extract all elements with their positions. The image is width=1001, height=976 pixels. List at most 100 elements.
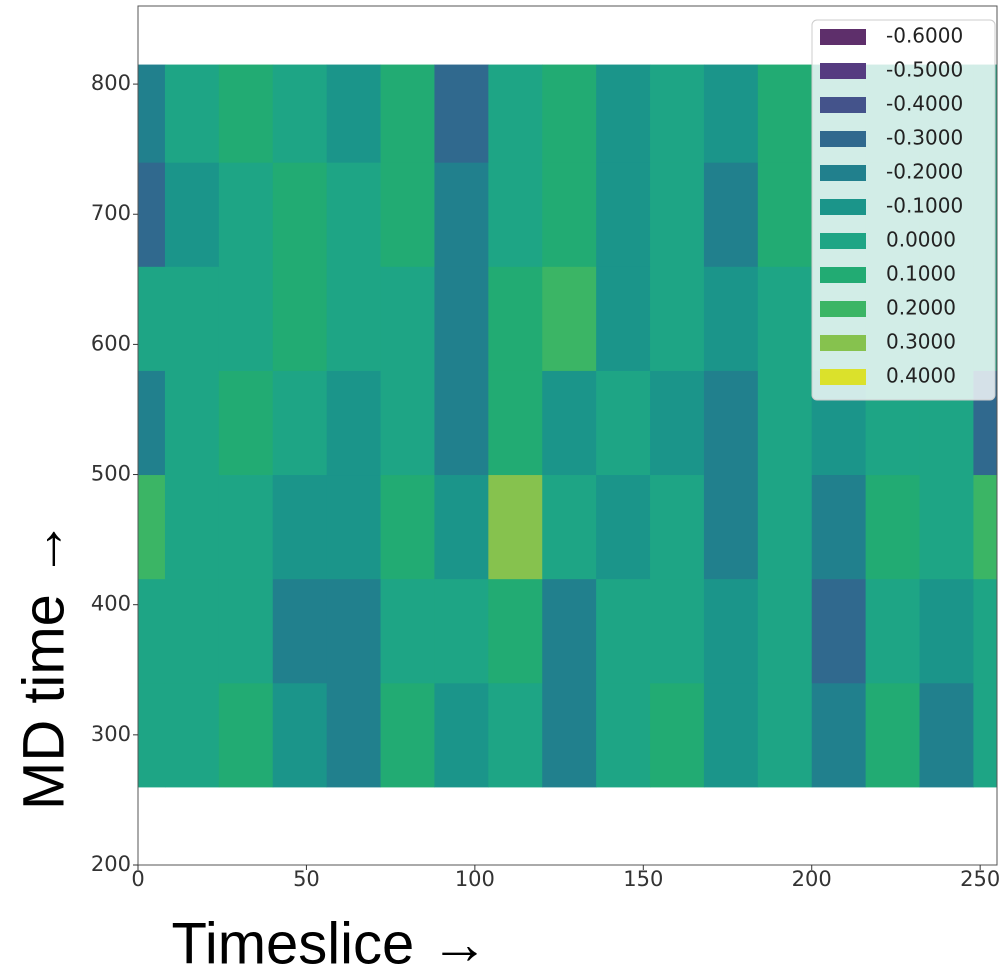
legend-swatch (820, 301, 866, 317)
contour-cell (703, 266, 759, 371)
contour-cell (138, 578, 166, 684)
contour-cell (542, 162, 597, 267)
contour-cell (757, 578, 813, 684)
contour-cell (434, 682, 489, 788)
contour-cell (272, 266, 328, 371)
y-tick-label: 600 (91, 331, 131, 355)
legend-swatch (820, 199, 866, 215)
x-tick-label: 150 (623, 867, 663, 891)
contour-cell (542, 578, 597, 684)
contour-cell (164, 266, 220, 371)
contour-cell (138, 162, 166, 267)
contour-cell (811, 682, 867, 788)
contour-cell (380, 682, 435, 788)
x-tick-label: 250 (960, 867, 1000, 891)
contour-cell (542, 682, 597, 788)
contour-cell (865, 578, 921, 684)
contour-cell (218, 578, 274, 684)
contour-cell (326, 578, 382, 684)
contour-cell (488, 682, 543, 788)
legend-label: -0.1000 (886, 194, 963, 218)
legend-label: 0.2000 (886, 296, 956, 320)
y-axis-title: MD time → (11, 520, 76, 810)
contour-cell (919, 682, 974, 788)
contour-cell (542, 64, 597, 163)
contour-cell (757, 266, 813, 371)
legend-swatch (820, 335, 866, 351)
legend-swatch (820, 267, 866, 283)
contour-cell (919, 578, 974, 684)
contour-cell (272, 162, 328, 267)
contour-cell (488, 474, 543, 580)
contour-cell (138, 682, 166, 788)
y-tick-label: 200 (91, 852, 131, 876)
legend-swatch (820, 131, 866, 147)
contour-cell (434, 474, 489, 580)
x-tick-label: 50 (293, 867, 320, 891)
contour-cell (272, 370, 328, 476)
contour-cell (650, 162, 705, 267)
contour-cell (380, 64, 435, 163)
contour-cell (542, 474, 597, 580)
contour-cell (542, 370, 597, 476)
contour-cell (757, 64, 813, 163)
contour-cell (434, 370, 489, 476)
contour-cell (380, 474, 435, 580)
contour-cell (218, 370, 274, 476)
contour-cell (703, 682, 759, 788)
plot-frame (137, 5, 998, 866)
legend-label: -0.3000 (886, 126, 963, 150)
contour-cell (703, 370, 759, 476)
contour-cell (164, 370, 220, 476)
contour-cell (973, 578, 998, 684)
contour-cell (380, 266, 435, 371)
legend-swatch (820, 63, 866, 79)
contour-cell (434, 64, 489, 163)
y-tick-label: 700 (91, 201, 131, 225)
x-tick-label: 100 (455, 867, 495, 891)
contour-cell (703, 162, 759, 267)
contour-cell (488, 64, 543, 163)
contour-cell (138, 474, 166, 580)
contour-cell (164, 578, 220, 684)
contour-cell (326, 162, 382, 267)
contour-cell (326, 266, 382, 371)
contour-cell (380, 578, 435, 684)
contour-cell (488, 578, 543, 684)
contour-cell (138, 266, 166, 371)
contour-cell (650, 682, 705, 788)
contour-cell (380, 162, 435, 267)
contour-cell (434, 162, 489, 267)
y-tick-label: 300 (91, 722, 131, 746)
legend-label: 0.3000 (886, 330, 956, 354)
contour-cell (650, 578, 705, 684)
legend-swatch (820, 165, 866, 181)
contour-cell (488, 370, 543, 476)
contour-cell (326, 474, 382, 580)
legend-label: -0.5000 (886, 58, 963, 82)
contour-cell (757, 162, 813, 267)
x-tick-label: 0 (131, 867, 144, 891)
legend-swatch (820, 97, 866, 113)
contour-cell (272, 682, 328, 788)
contour-cell (865, 474, 921, 580)
contour-cell (488, 162, 543, 267)
contour-cell (811, 474, 867, 580)
contour-cell (326, 370, 382, 476)
contour-cell (380, 370, 435, 476)
contour-cell (596, 474, 651, 580)
contour-cell (164, 64, 220, 163)
legend-label: -0.6000 (886, 24, 963, 48)
contour-cell (272, 578, 328, 684)
contour-cell (919, 474, 974, 580)
contour-cell (326, 682, 382, 788)
contour-cell (596, 64, 651, 163)
contour-cell (218, 266, 274, 371)
legend-label: 0.0000 (886, 228, 956, 252)
legend-swatch (820, 233, 866, 249)
contour-cell (650, 370, 705, 476)
legend-label: -0.2000 (886, 160, 963, 184)
contour-cell (650, 266, 705, 371)
x-axis-title: Timeslice → (172, 911, 489, 976)
